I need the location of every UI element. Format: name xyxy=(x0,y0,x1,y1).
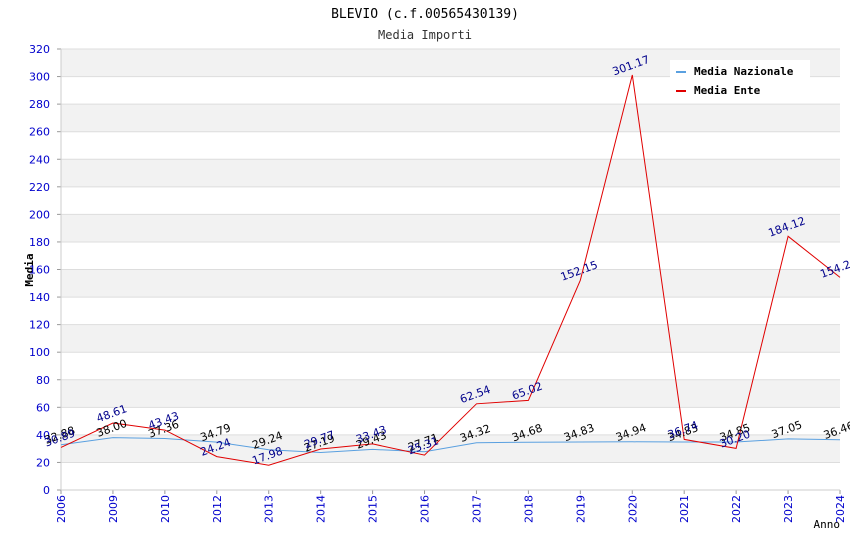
y-tick-label: 80 xyxy=(36,374,50,387)
y-tick-label: 140 xyxy=(29,291,50,304)
legend-label-nazionale: Media Nazionale xyxy=(694,65,794,78)
x-tick-label: 2009 xyxy=(107,495,120,523)
y-tick-label: 320 xyxy=(29,43,50,56)
chart-title: BLEVIO (c.f.00565430139) xyxy=(331,7,519,22)
plot-band xyxy=(61,269,840,298)
plot-band xyxy=(61,104,840,132)
x-tick-labels: 2006 2009 2010 2012 2013 2014 2015 2016 2017 2018… xyxy=(55,490,847,523)
y-tick-label: 20 xyxy=(36,456,50,469)
x-tick-label: 2019 xyxy=(574,495,587,523)
plot-band xyxy=(61,159,840,187)
y-tick-label: 120 xyxy=(29,319,50,332)
plot-band xyxy=(61,324,840,353)
x-tick-label: 2015 xyxy=(367,495,380,523)
legend: Media Nazionale Media Ente xyxy=(670,60,810,102)
y-tick-label: 40 xyxy=(36,429,50,442)
x-tick-label: 2010 xyxy=(159,495,172,523)
y-tick-label: 160 xyxy=(29,264,50,277)
plot-bands xyxy=(61,49,840,463)
y-tick-label: 300 xyxy=(29,71,50,84)
plot-band xyxy=(61,214,840,242)
plot-band xyxy=(61,434,840,463)
x-tick-label: 2021 xyxy=(678,495,691,523)
x-tick-label: 2023 xyxy=(782,495,795,523)
x-tick-label: 2014 xyxy=(315,495,328,523)
chart-subtitle: Media Importi xyxy=(378,28,472,42)
y-tick-label: 220 xyxy=(29,181,50,194)
x-tick-label: 2012 xyxy=(211,495,224,523)
x-axis-label: Anno xyxy=(814,518,841,531)
y-tick-label: 60 xyxy=(36,401,50,414)
x-tick-label: 2017 xyxy=(470,495,483,523)
y-tick-label: 180 xyxy=(29,236,50,249)
legend-box xyxy=(670,60,810,102)
y-tick-label: 280 xyxy=(29,98,50,111)
legend-label-ente: Media Ente xyxy=(694,84,761,97)
y-tick-label: 260 xyxy=(29,126,50,139)
y-tick-label: 0 xyxy=(43,484,50,497)
x-tick-label: 2022 xyxy=(730,495,743,523)
x-tick-label: 2016 xyxy=(419,495,432,523)
x-tick-label: 2006 xyxy=(55,495,68,523)
series-line-nazionale xyxy=(60,437,841,454)
y-tick-label: 100 xyxy=(29,346,50,359)
x-tick-label: 2020 xyxy=(626,495,639,523)
y-tick-labels: 0 20 40 60 80 100 120 140 160 180 200 220 240 260 280 3… xyxy=(29,43,61,497)
series-line-ente xyxy=(60,74,841,466)
y-tick-label: 240 xyxy=(29,153,50,166)
axes xyxy=(60,49,840,491)
x-tick-label: 2024 xyxy=(834,495,847,523)
plot-band xyxy=(61,379,840,408)
x-tick-label: 2013 xyxy=(263,495,276,523)
y-tick-label: 200 xyxy=(29,208,50,221)
x-tick-label: 2018 xyxy=(522,495,535,523)
series-lines xyxy=(60,74,841,466)
y-axis-label: Media xyxy=(23,253,36,286)
